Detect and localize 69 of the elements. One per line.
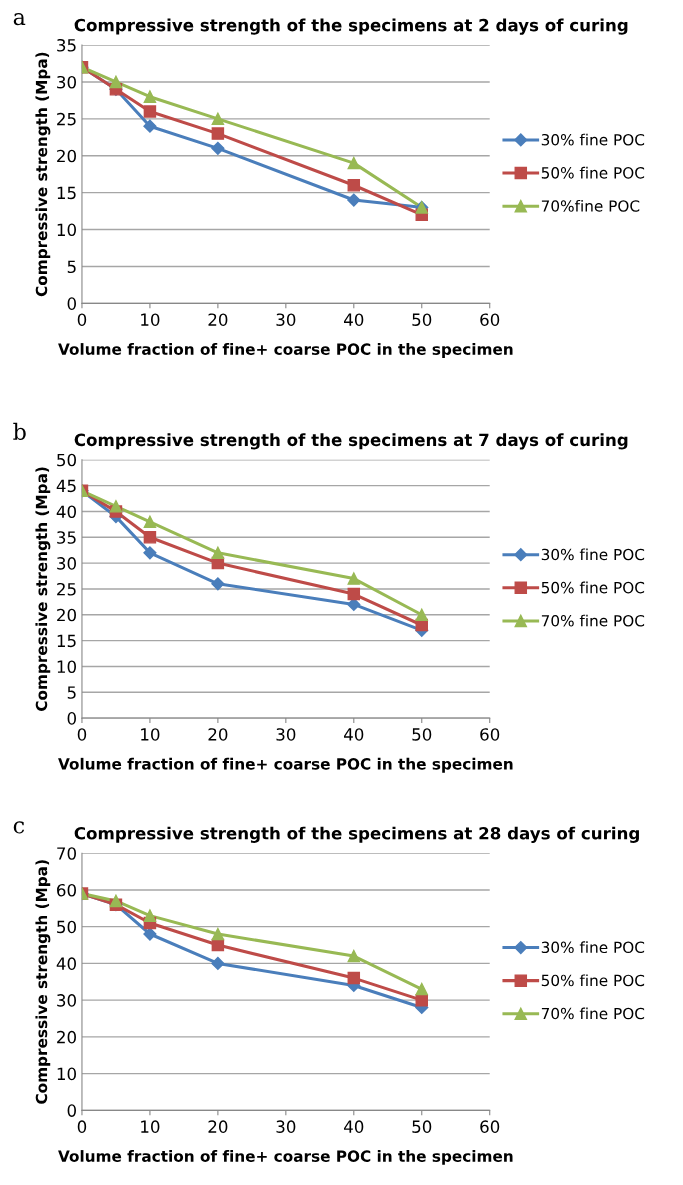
x-tick-label: 40 xyxy=(344,728,364,741)
y-tick-label: 40 xyxy=(56,957,76,970)
x-tick-label: 20 xyxy=(208,313,228,326)
chart-title: Compressive strength of the specimens at 2 days of curing xyxy=(74,18,628,35)
y-axis-title: Compressive strength (Mpa) xyxy=(35,52,51,297)
legend-label: 30% fine POC xyxy=(541,133,645,146)
x-tick-label: 40 xyxy=(344,313,364,326)
y-tick-label: 10 xyxy=(57,223,76,237)
x-tick-label: 20 xyxy=(208,728,228,741)
y-tick-label: 0 xyxy=(67,712,76,725)
y-tick-label: 45 xyxy=(56,479,76,493)
y-tick-label: 30 xyxy=(57,994,76,1007)
x-tick-label: 10 xyxy=(141,313,160,326)
chart-title: Compressive strength of the specimens at 7 days of curing xyxy=(74,433,628,450)
legend-label: 70% fine POC xyxy=(541,1007,645,1020)
legend-label: 30% fine POC xyxy=(541,548,645,561)
x-axis-title: Volume fraction of fine+ coarse POC in the specimen xyxy=(58,1150,513,1165)
x-tick-label: 30 xyxy=(276,728,296,741)
x-tick-label: 50 xyxy=(412,1120,432,1133)
y-tick-label: 0 xyxy=(67,297,76,310)
legend-label: 50% fine POC xyxy=(541,581,645,594)
legend-label: 70%fine POC xyxy=(541,199,640,212)
legend-label: 70% fine POC xyxy=(541,614,645,627)
y-tick-label: 40 xyxy=(56,505,76,519)
y-tick-label: 30 xyxy=(57,75,76,89)
legend-label: 30% fine POC xyxy=(541,941,645,954)
y-tick-label: 35 xyxy=(57,531,76,544)
y-tick-label: 5 xyxy=(67,260,76,274)
x-tick-label: 30 xyxy=(276,313,296,326)
y-tick-label: 5 xyxy=(67,686,76,699)
y-tick-label: 0 xyxy=(67,1104,76,1117)
x-axis-title: Volume fraction of fine+ coarse POC in the specimen xyxy=(58,757,513,773)
text: c xyxy=(13,821,25,834)
y-tick-label: 15 xyxy=(57,186,76,200)
x-tick-label: 40 xyxy=(344,1120,364,1133)
y-tick-label: 20 xyxy=(57,608,76,622)
x-tick-label: 20 xyxy=(208,1120,228,1133)
y-tick-label: 35 xyxy=(57,38,76,52)
x-axis-title: Volume fraction of fine+ coarse POC in the specimen xyxy=(58,343,513,358)
y-tick-label: 30 xyxy=(57,557,76,570)
chart-title: Compressive strength of the specimens at 28 days of curing xyxy=(74,826,639,843)
y-tick-label: 25 xyxy=(57,112,76,126)
y-tick-label: 60 xyxy=(57,883,76,897)
x-tick-label: 0 xyxy=(77,1120,87,1133)
x-tick-label: 60 xyxy=(480,313,500,326)
y-tick-label: 50 xyxy=(57,920,76,934)
x-tick-label: 50 xyxy=(412,313,432,326)
x-tick-label: 30 xyxy=(276,1120,296,1133)
text: b xyxy=(13,422,26,440)
x-tick-label: 10 xyxy=(141,1120,160,1133)
y-axis-title: Compressive strength (Mpa) xyxy=(35,860,51,1104)
y-tick-label: 25 xyxy=(57,582,76,596)
x-tick-label: 60 xyxy=(480,728,500,741)
y-tick-label: 20 xyxy=(57,149,76,163)
y-tick-label: 70 xyxy=(57,847,76,860)
legend-label: 50% fine POC xyxy=(541,974,645,987)
y-tick-label: 20 xyxy=(57,1030,76,1044)
y-tick-label: 10 xyxy=(57,1067,76,1081)
x-tick-label: 10 xyxy=(141,728,160,741)
x-tick-label: 50 xyxy=(412,728,432,741)
y-axis-title: Compressive strength (Mpa) xyxy=(35,467,51,711)
y-tick-label: 50 xyxy=(57,453,76,467)
y-tick-label: 15 xyxy=(57,634,76,648)
x-tick-label: 0 xyxy=(77,728,87,741)
y-tick-label: 10 xyxy=(57,660,76,674)
text: a xyxy=(13,13,26,26)
x-tick-label: 0 xyxy=(77,313,87,326)
x-tick-label: 60 xyxy=(480,1120,500,1133)
legend-label: 50% fine POC xyxy=(541,166,645,179)
